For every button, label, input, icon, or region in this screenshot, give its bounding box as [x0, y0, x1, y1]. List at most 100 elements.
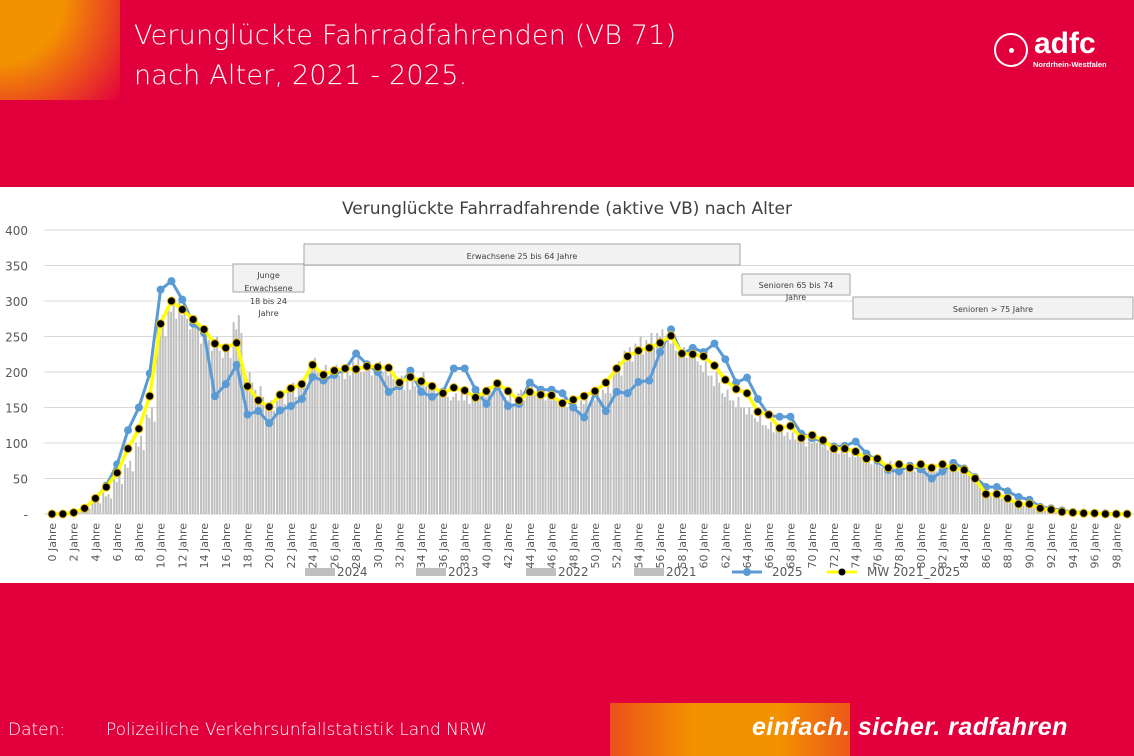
marker-mw — [525, 387, 535, 397]
marker-mw — [709, 361, 719, 371]
annotation-text: Senioren 65 bis 74 — [759, 281, 834, 290]
y-tick-label: 100 — [5, 437, 28, 451]
bar-2024 — [547, 393, 550, 514]
footer-label: Daten: — [8, 720, 66, 740]
x-tick-label: 68 Jahre — [784, 523, 797, 569]
bar-2022 — [1030, 505, 1033, 514]
bar-2023 — [365, 368, 368, 514]
bar-2021 — [305, 389, 308, 514]
x-tick-label: 58 Jahre — [676, 523, 689, 569]
marker-mw — [807, 430, 817, 440]
bar-2023 — [300, 386, 303, 514]
bar-2023 — [615, 372, 618, 514]
marker-mw — [438, 388, 448, 398]
bar-2024 — [710, 375, 713, 514]
bar-2024 — [862, 457, 865, 514]
bar-2023 — [528, 389, 531, 514]
bar-2023 — [137, 446, 140, 514]
bar-2023 — [756, 421, 759, 514]
bar-2021 — [566, 407, 569, 514]
bar-2024 — [362, 372, 365, 514]
marker-mw — [1035, 503, 1045, 513]
bar-2022 — [1019, 503, 1022, 514]
bar-2022 — [769, 421, 772, 514]
y-tick-label: 200 — [5, 366, 28, 380]
bar-2024 — [1003, 498, 1006, 514]
marker-mw — [123, 444, 133, 454]
bar-2022 — [878, 460, 881, 514]
bar-2023 — [626, 361, 629, 514]
marker-mw — [840, 444, 850, 454]
marker-mw — [188, 314, 198, 324]
bar-2024 — [91, 499, 94, 514]
x-tick-label: 56 Jahre — [654, 523, 667, 569]
marker-mw — [1068, 508, 1078, 518]
bar-2022 — [346, 368, 349, 514]
bar-2021 — [783, 435, 786, 514]
x-tick-label: 74 Jahre — [850, 523, 863, 569]
x-tick-label: 88 Jahre — [1002, 523, 1015, 569]
x-tick-label: 2 Jahre — [68, 523, 81, 562]
marker-2025 — [667, 325, 676, 334]
bar-2022 — [172, 301, 175, 514]
bar-2022 — [693, 350, 696, 514]
annotation-text: Erwachsene 25 bis 64 Jahre — [467, 252, 578, 261]
marker-2025 — [732, 378, 741, 387]
bar-2023 — [452, 396, 455, 514]
bar-2021 — [196, 325, 199, 514]
bar-2023 — [224, 350, 227, 514]
slogan: einfach. sicher. radfahren — [752, 713, 1068, 741]
bar-2021 — [794, 439, 797, 514]
bar-2023 — [463, 400, 466, 514]
bar-2024 — [699, 364, 702, 514]
bar-2021 — [674, 350, 677, 514]
bar-2024 — [536, 389, 539, 514]
bar-2023 — [408, 389, 411, 514]
marker-mw — [862, 454, 871, 464]
bar-2023 — [191, 322, 194, 514]
bar-2021 — [338, 375, 341, 514]
bar-2022 — [987, 491, 990, 514]
bar-2022 — [824, 439, 827, 514]
bar-2022 — [194, 315, 197, 514]
bar-2024 — [808, 435, 811, 514]
line-mw — [52, 298, 1128, 516]
marker-2025 — [634, 377, 643, 386]
bar-2023 — [691, 357, 694, 514]
bar-2024 — [569, 407, 572, 514]
x-tick-label: 36 Jahre — [437, 523, 450, 569]
marker-mw — [101, 482, 111, 492]
bar-2024 — [167, 308, 170, 514]
bar-2024 — [981, 492, 984, 514]
bar-2022 — [400, 375, 403, 514]
marker-mw — [666, 331, 676, 341]
bar-2024 — [764, 425, 767, 514]
bar-2021 — [218, 350, 221, 514]
bar-2022 — [237, 315, 240, 514]
bar-2023 — [767, 428, 770, 514]
bar-2022 — [335, 364, 338, 514]
marker-mw — [829, 444, 839, 454]
x-tick-label: 48 Jahre — [567, 523, 580, 569]
y-tick-label: 300 — [5, 295, 28, 309]
x-tick-label: 14 Jahre — [198, 523, 211, 569]
bar-2023 — [180, 315, 183, 514]
marker-mw — [623, 351, 633, 361]
bar-2024 — [829, 446, 832, 514]
marker-2025 — [710, 339, 719, 348]
marker-2025 — [753, 394, 762, 403]
x-tick-label: 66 Jahre — [763, 523, 776, 569]
legend-label: 2025 — [772, 565, 803, 579]
bar-2021 — [913, 471, 916, 514]
marker-mw — [449, 383, 459, 393]
bar-2023 — [398, 386, 401, 514]
bar-2021 — [273, 411, 275, 514]
marker-mw — [557, 398, 567, 408]
marker-mw — [177, 305, 187, 315]
legend-label: 2022 — [558, 565, 589, 579]
bar-2024 — [308, 361, 311, 514]
x-tick-label: 84 Jahre — [958, 523, 971, 569]
x-tick-label: 96 Jahre — [1089, 523, 1102, 569]
y-tick-label: 50 — [13, 473, 28, 487]
marker-2025 — [460, 364, 469, 373]
